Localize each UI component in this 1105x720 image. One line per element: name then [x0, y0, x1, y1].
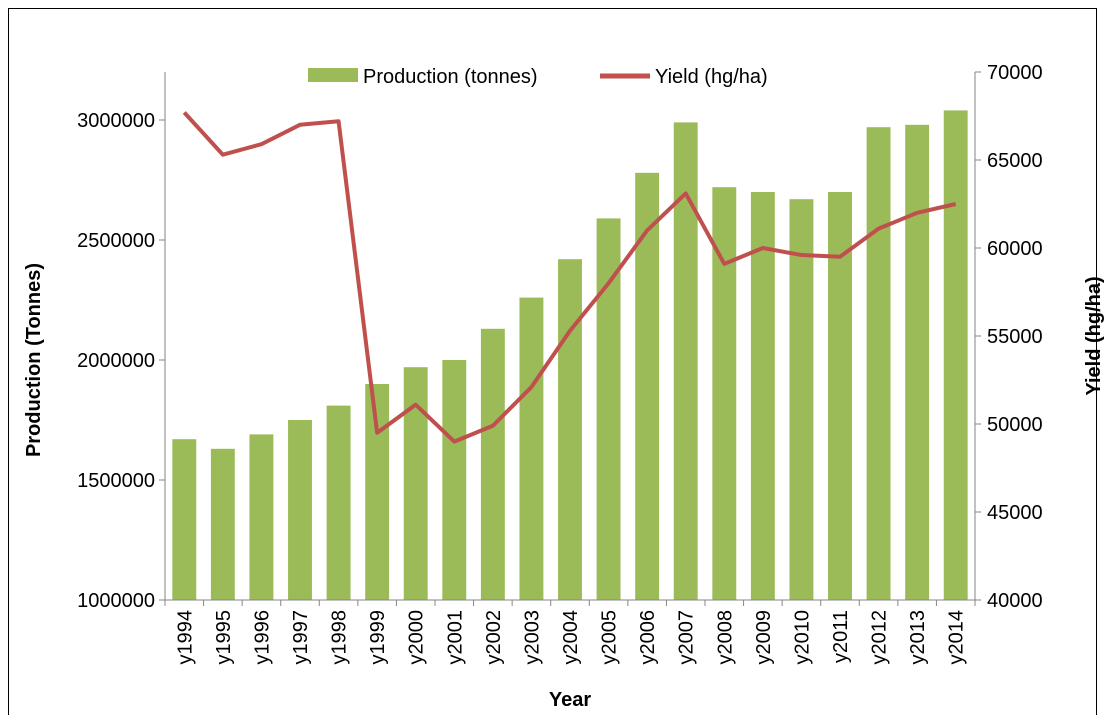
y-tick-label: 2000000	[77, 350, 155, 372]
y-tick-label: 2500000	[77, 230, 155, 252]
legend-swatch	[308, 68, 358, 82]
y2-tick-label: 55000	[987, 326, 1043, 348]
x-tick-label: y2004	[560, 610, 582, 665]
bar	[442, 360, 467, 600]
y-tick-label: 1500000	[77, 470, 155, 492]
x-tick-label: y2011	[830, 610, 852, 663]
bar	[866, 127, 891, 600]
bar	[365, 384, 390, 600]
x-tick-label: y2012	[869, 610, 891, 665]
bar	[480, 328, 505, 600]
y2-tick-label: 45000	[987, 502, 1043, 524]
y2-tick-label: 70000	[987, 62, 1043, 84]
legend-label: Yield (hg/ha)	[655, 66, 768, 88]
x-tick-label: y1999	[367, 610, 389, 665]
y2-tick-label: 60000	[987, 238, 1043, 260]
bar	[673, 122, 698, 601]
bar	[789, 199, 814, 600]
chart-border	[8, 8, 1097, 719]
x-tick-label: y2003	[521, 610, 543, 665]
x-tick-label: y2013	[907, 610, 929, 665]
x-tick-label: y2009	[753, 610, 775, 665]
bar	[905, 124, 930, 601]
x-tick-label: y2008	[714, 610, 736, 665]
y-tick-label: 3000000	[77, 110, 155, 132]
bar	[210, 448, 235, 600]
y-tick-label: 1000000	[77, 590, 155, 612]
y2-tick-label: 65000	[987, 150, 1043, 172]
bar	[943, 110, 968, 601]
x-tick-label: y2014	[946, 610, 968, 665]
x-tick-label: y1994	[174, 610, 196, 665]
bar	[172, 439, 197, 600]
y2-tick-label: 50000	[987, 414, 1043, 436]
bar	[403, 367, 428, 600]
y2-tick-label: 40000	[987, 590, 1043, 612]
x-axis-title: Year	[549, 689, 591, 711]
bar	[712, 187, 737, 600]
bar	[828, 192, 852, 600]
x-tick-label: y1998	[329, 610, 351, 665]
line	[182, 111, 957, 444]
x-tick-label: y2010	[791, 610, 813, 665]
x-tick-label: y2001	[444, 610, 466, 665]
bar	[288, 420, 312, 600]
bar	[635, 172, 660, 601]
bar	[558, 259, 582, 600]
x-tick-label: y2006	[637, 610, 659, 665]
x-tick-label: y2005	[599, 610, 621, 665]
bar	[326, 405, 351, 600]
bar	[249, 434, 274, 600]
y2-axis-title: Yield (hg/ha)	[1083, 276, 1105, 395]
bar	[519, 297, 544, 600]
x-tick-label: y1995	[213, 610, 235, 665]
legend-label: Production (tonnes)	[363, 66, 538, 88]
bar	[750, 192, 775, 600]
x-tick-label: y2000	[406, 610, 428, 665]
x-tick-label: y2002	[483, 610, 505, 665]
x-tick-label: y2007	[676, 610, 698, 665]
bar	[596, 218, 621, 600]
x-tick-label: y1996	[251, 610, 273, 665]
y-axis-title: Production (Tonnes)	[23, 263, 45, 457]
x-tick-label: y1997	[290, 610, 312, 665]
